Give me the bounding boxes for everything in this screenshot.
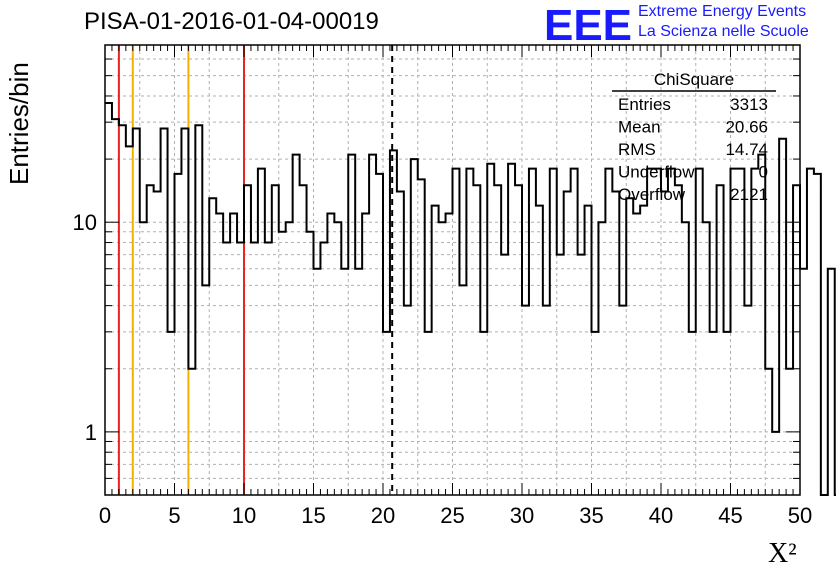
- stats-label: Underflow: [618, 163, 695, 182]
- x-tick-label: 35: [579, 503, 603, 528]
- logo-line-1: Extreme Energy Events: [638, 3, 807, 20]
- x-tick-label: 45: [718, 503, 742, 528]
- stats-value: 3313: [730, 95, 768, 114]
- stats-title: ChiSquare: [654, 70, 734, 89]
- stats-label: RMS: [618, 140, 656, 159]
- logo-line-2: La Scienza nelle Scuole: [638, 23, 809, 40]
- x-axis-label: X²: [768, 538, 797, 569]
- stats-box: ChiSquare Entries 3313 Mean 20.66 RMS 14.74 Und…: [612, 70, 776, 204]
- svg-text:EEE: EEE: [544, 1, 632, 44]
- y-tick-label: 1: [85, 420, 97, 445]
- x-tick-label: 5: [168, 503, 180, 528]
- x-tick-label: 20: [371, 503, 395, 528]
- stats-label: Entries: [618, 95, 671, 114]
- histogram-series: [105, 102, 836, 496]
- marker-lines: [117, 45, 394, 495]
- stats-value: 2121: [730, 185, 768, 204]
- x-tick-label: 40: [649, 503, 673, 528]
- stats-label: Overflow: [618, 185, 686, 204]
- eee-logo: EEE: [544, 1, 632, 44]
- x-tick-label: 15: [301, 503, 325, 528]
- axis-ticks: 0 5 10 15 20 25 30 35 40 45 50 1 10: [73, 45, 812, 528]
- x-tick-label: 50: [788, 503, 812, 528]
- logo-caption: Extreme Energy Events La Scienza nelle S…: [638, 2, 809, 42]
- x-tick-label: 10: [232, 503, 256, 528]
- stats-value: 0: [759, 163, 768, 182]
- y-tick-label: 10: [73, 210, 97, 235]
- stats-label: Mean: [618, 118, 661, 137]
- stats-value: 20.66: [725, 118, 768, 137]
- run-title: PISA-01-2016-01-04-00019: [84, 8, 379, 35]
- x-tick-label: 30: [510, 503, 534, 528]
- x-tick-label: 0: [99, 503, 111, 528]
- stats-value: 14.74: [725, 140, 768, 159]
- x-tick-label: 25: [440, 503, 464, 528]
